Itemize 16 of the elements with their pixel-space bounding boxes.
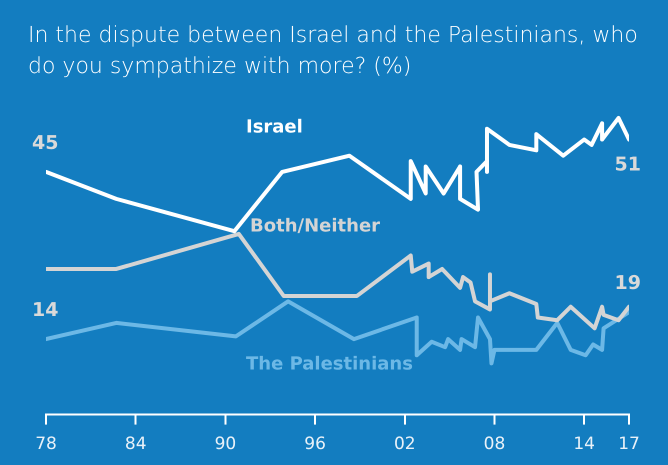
x-tick-label: 17 <box>618 434 640 454</box>
chart-title: In the dispute between Israel and the Palestinians, who do you sympathize with more? (%) <box>28 22 639 81</box>
x-tick-label: 90 <box>214 434 236 454</box>
data-label: 14 <box>32 299 58 322</box>
series-label: The Palestinians <box>246 354 413 375</box>
x-tick-label: 14 <box>573 434 595 454</box>
x-tick-label: 02 <box>394 434 416 454</box>
data-label: 45 <box>32 132 58 154</box>
series-label: Both/Neither <box>250 216 380 237</box>
x-tick-label: 78 <box>35 434 57 454</box>
x-tick-label: 96 <box>304 434 326 454</box>
data-label: 19 <box>614 272 641 294</box>
data-label: 51 <box>614 153 641 176</box>
x-tick-label: 08 <box>484 434 506 454</box>
x-tick-label: 84 <box>124 434 147 454</box>
series-label: Israel <box>246 116 303 138</box>
